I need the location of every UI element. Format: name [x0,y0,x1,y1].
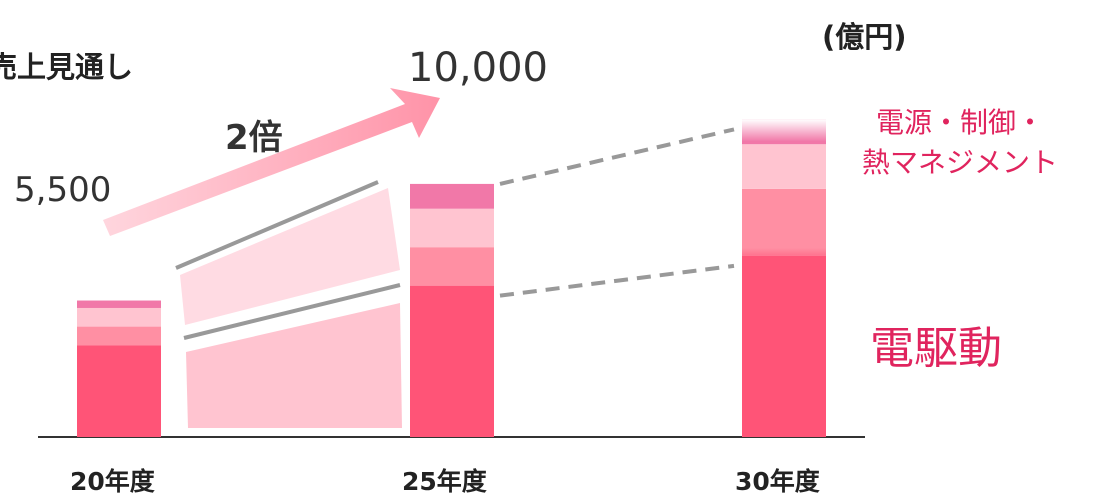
chart-title: 売上見通し [0,50,134,84]
growth-guide-line-1 [175,180,379,270]
bar-segment-2-1 [77,326,161,346]
total-label-25: 10,000 [408,45,548,91]
bar-group [77,119,826,437]
legend-label-electric-drive: 電駆動 [870,323,1002,374]
bar-segment-3-1 [77,307,161,327]
growth-band-upper [180,188,400,325]
bar-fade-top [742,119,826,142]
total-label-20: 5,500 [14,170,112,210]
x-tick-label: 30年度 [735,467,820,496]
dashed-connector-top [499,127,735,186]
bar-segment-4-2 [410,183,494,209]
growth-guide-line-2 [183,283,401,340]
bar-segment-1-2 [410,285,494,437]
bar-segment-3-2 [410,208,494,248]
legend-label-line-2: 熱マネジメント [862,146,1059,179]
growth-band-lower [186,303,402,428]
unit-label: (億円) [822,20,907,54]
bar-segment-4-1 [77,300,161,308]
growth-arrow [103,88,440,236]
x-tick-label: 25年度 [402,467,487,496]
bar-fade-join [742,247,826,264]
legend-label-line-1: 電源・制御・ [876,106,1045,139]
bar-segment-3-3 [742,144,826,189]
bar-segment-2-2 [410,247,494,286]
bar-segment-1-1 [77,345,161,437]
x-tick-label: 20年度 [70,467,155,496]
dashed-connector-bottom [499,263,735,298]
bar-segment-2-3 [742,188,826,256]
legend-label-power-thermal: 電源・制御・ 熱マネジメント [862,103,1058,183]
growth-label: 2倍 [225,118,283,158]
connector-lines [499,127,735,298]
bar-segment-1-3 [742,255,826,437]
